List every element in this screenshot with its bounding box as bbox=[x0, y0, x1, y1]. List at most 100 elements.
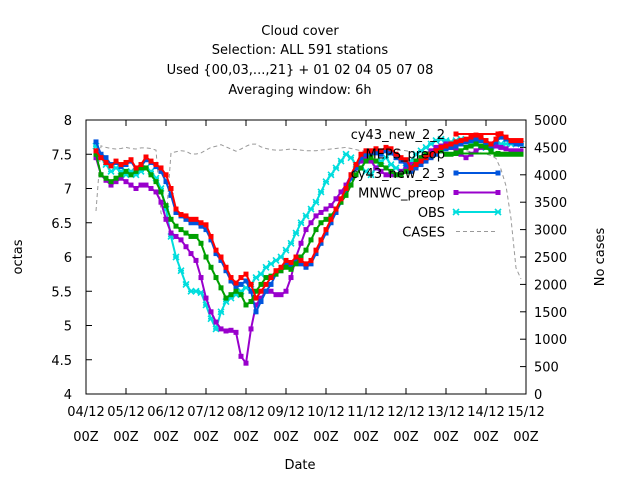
data-point bbox=[418, 155, 424, 161]
data-point bbox=[173, 206, 179, 212]
legend-label-MEPS_preop: MEPS_preop bbox=[365, 148, 445, 163]
data-point bbox=[178, 237, 184, 243]
data-point bbox=[518, 148, 524, 154]
y-tick-label: 4 bbox=[64, 388, 72, 403]
data-point bbox=[248, 281, 254, 287]
data-point bbox=[277, 253, 285, 261]
data-point bbox=[473, 136, 479, 142]
data-point bbox=[403, 162, 409, 168]
y2-tick-label: 4000 bbox=[534, 169, 567, 184]
data-point bbox=[353, 165, 359, 171]
data-point bbox=[268, 281, 274, 287]
data-point bbox=[268, 288, 274, 294]
data-point bbox=[318, 237, 324, 243]
data-point bbox=[422, 143, 430, 151]
data-point bbox=[238, 353, 244, 359]
data-point bbox=[298, 257, 304, 263]
data-point bbox=[252, 273, 260, 282]
data-point bbox=[368, 155, 374, 161]
y-tick-label: 7.5 bbox=[51, 148, 72, 163]
data-point bbox=[118, 175, 124, 181]
data-point bbox=[218, 257, 224, 263]
data-point bbox=[323, 206, 329, 212]
data-point bbox=[318, 240, 324, 246]
data-point bbox=[228, 292, 234, 298]
data-point bbox=[143, 154, 149, 160]
data-point bbox=[238, 281, 244, 287]
data-point bbox=[473, 148, 479, 154]
data-point bbox=[403, 168, 409, 174]
data-point bbox=[443, 146, 449, 152]
x-tick-label-hour: 00Z bbox=[273, 430, 299, 445]
data-point bbox=[333, 196, 339, 202]
data-point bbox=[238, 292, 244, 298]
data-point bbox=[172, 253, 180, 261]
data-point bbox=[223, 264, 229, 270]
title-line-1: Cloud cover bbox=[261, 24, 339, 39]
data-point bbox=[338, 199, 344, 205]
data-point bbox=[158, 199, 164, 205]
data-point bbox=[283, 257, 289, 263]
data-point bbox=[203, 222, 209, 228]
data-point bbox=[393, 151, 399, 157]
data-point bbox=[297, 219, 305, 227]
x-tick-label: 10/12 bbox=[307, 405, 344, 420]
data-point bbox=[138, 162, 144, 168]
data-point bbox=[518, 141, 524, 147]
data-point bbox=[483, 144, 489, 150]
y-tick-label: 5.5 bbox=[51, 285, 72, 300]
data-point bbox=[353, 162, 359, 168]
data-point bbox=[303, 247, 309, 253]
data-point bbox=[308, 261, 314, 267]
data-point bbox=[178, 212, 184, 218]
data-point bbox=[203, 295, 209, 301]
data-point bbox=[168, 186, 174, 191]
data-point bbox=[413, 158, 419, 164]
data-point bbox=[312, 198, 320, 206]
data-point bbox=[258, 288, 264, 294]
data-point bbox=[478, 138, 484, 144]
data-point bbox=[488, 141, 494, 147]
data-point bbox=[258, 281, 264, 287]
data-point bbox=[233, 288, 239, 294]
data-point bbox=[198, 275, 204, 281]
data-point bbox=[382, 154, 390, 162]
data-point bbox=[213, 247, 219, 253]
data-point bbox=[318, 209, 324, 215]
data-point bbox=[423, 155, 429, 161]
data-point bbox=[358, 158, 364, 164]
series-layer bbox=[92, 131, 525, 366]
data-point bbox=[163, 216, 169, 222]
legend-label-CASES: CASES bbox=[402, 226, 445, 241]
data-point bbox=[283, 288, 289, 294]
legend: cy43_new_2_2 MEPS_preop cy43_new_2_3 MNWC_p… bbox=[351, 128, 502, 241]
data-point bbox=[243, 302, 249, 308]
data-point bbox=[158, 189, 164, 195]
data-point bbox=[258, 295, 264, 301]
y-axis-title: octas bbox=[11, 239, 26, 274]
x-tick-label: 06/12 bbox=[147, 405, 184, 420]
data-point bbox=[308, 257, 314, 263]
data-point bbox=[328, 216, 334, 222]
data-point bbox=[153, 162, 159, 168]
data-point bbox=[428, 155, 434, 161]
data-point bbox=[263, 281, 269, 287]
data-point bbox=[173, 209, 179, 215]
y2-tick-label: 0 bbox=[534, 388, 542, 403]
data-point bbox=[218, 254, 224, 260]
data-point bbox=[448, 141, 454, 147]
data-point bbox=[178, 227, 184, 233]
data-point bbox=[333, 209, 339, 215]
data-point bbox=[113, 158, 119, 164]
data-point bbox=[358, 165, 364, 171]
data-point bbox=[258, 299, 264, 305]
data-point bbox=[473, 132, 479, 138]
data-point bbox=[473, 141, 479, 147]
data-point bbox=[278, 268, 284, 274]
data-point bbox=[293, 254, 299, 260]
data-point bbox=[513, 138, 519, 144]
legend-marker bbox=[453, 131, 459, 137]
data-point bbox=[503, 151, 509, 157]
data-point bbox=[513, 141, 519, 147]
